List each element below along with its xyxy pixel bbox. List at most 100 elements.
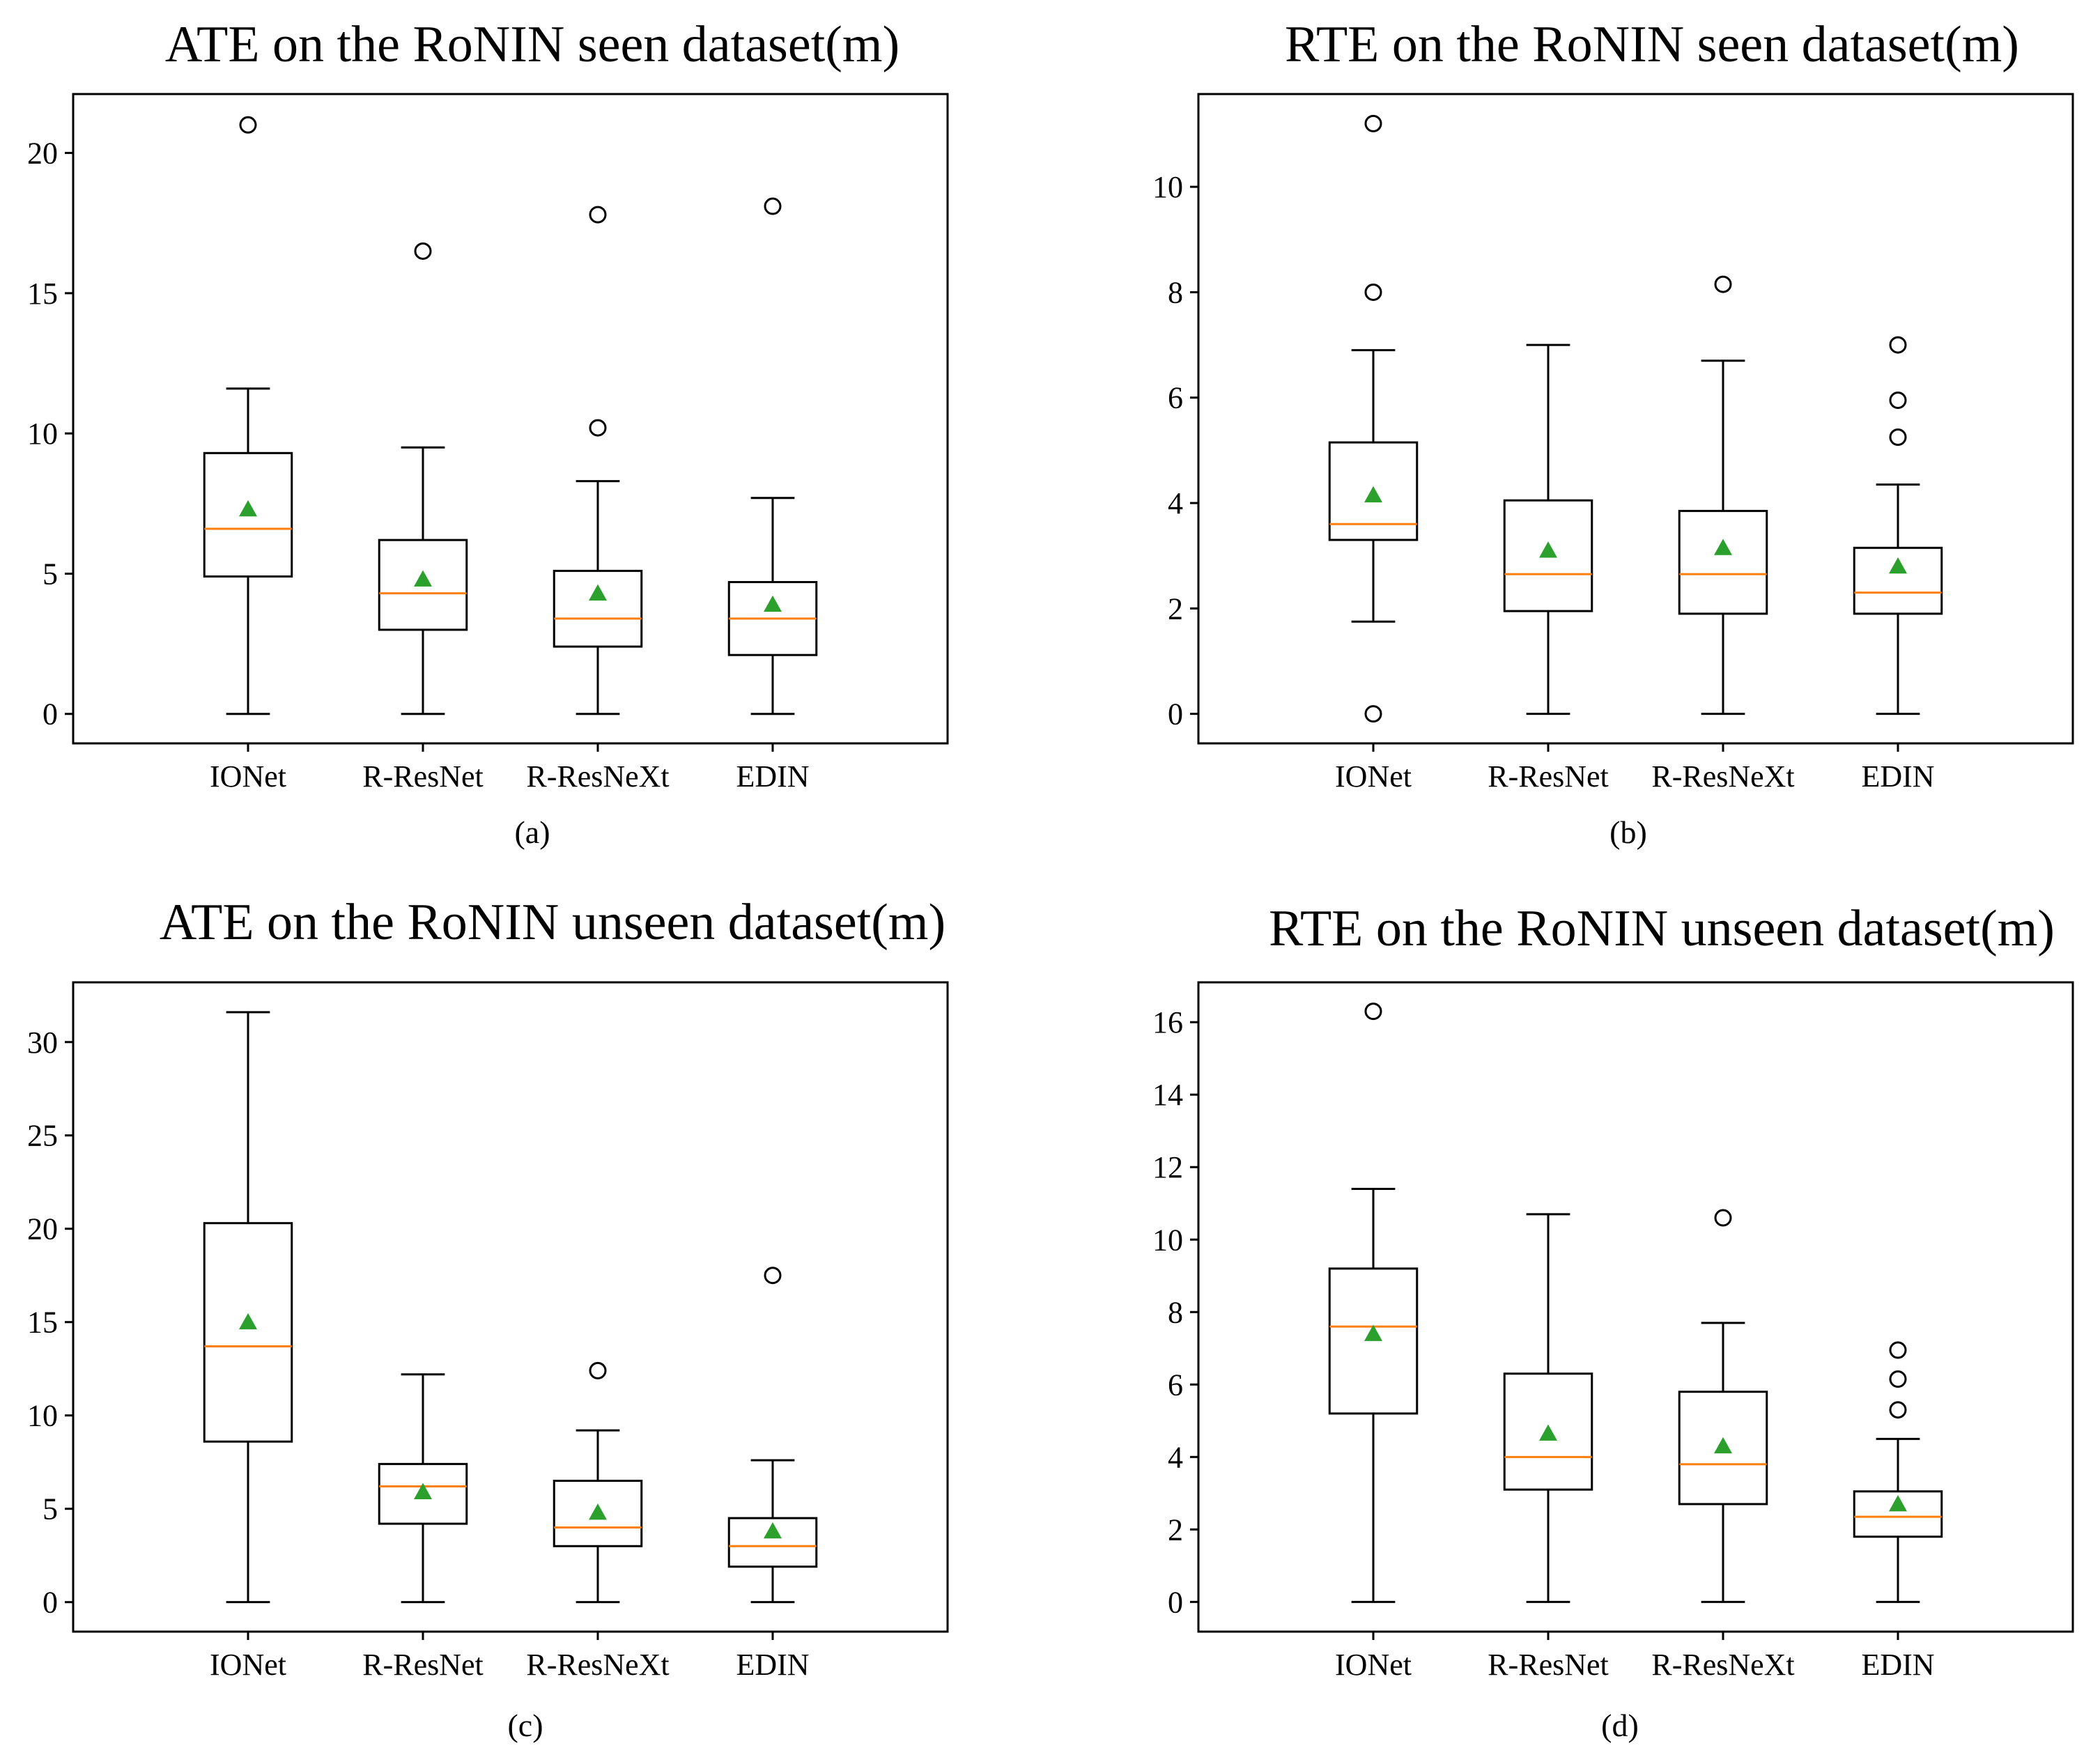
panel-c-title: ATE on the RoNIN unseen dataset(m) <box>160 894 945 951</box>
mean-marker <box>1889 557 1907 574</box>
panel-a-x-ticks: IONet R-ResNet R-ResNeXt EDIN <box>210 743 810 794</box>
panel-b-y-ticks: 0 2 4 6 8 10 <box>1152 170 1198 732</box>
panel-a-ytick-label: 20 <box>27 137 58 171</box>
panel-b-ytick-label: 0 <box>1168 697 1183 732</box>
panel-b-xtick-label: EDIN <box>1861 759 1934 794</box>
panel-a-box-1 <box>378 242 468 715</box>
mean-marker <box>589 584 607 601</box>
mean-marker <box>239 1313 257 1330</box>
panel-d-box-0 <box>1328 1003 1419 1603</box>
panel-d-ytick-label: 0 <box>1168 1585 1183 1619</box>
panel-c-label: (c) <box>507 1708 543 1743</box>
iqr-box <box>1328 441 1419 541</box>
iqr-box <box>553 1479 643 1547</box>
panel-a-box-0 <box>203 116 293 715</box>
iqr-box <box>553 569 643 648</box>
outlier-point <box>1889 1370 1907 1388</box>
iqr-box <box>1678 509 1768 615</box>
panel-c-ytick-label: 10 <box>27 1399 58 1433</box>
panel-b-xtick-label: IONet <box>1335 759 1412 794</box>
panel-b-box-0 <box>1328 114 1419 723</box>
outlier-point <box>1889 392 1907 410</box>
panel-b-ytick-label: 6 <box>1168 381 1183 415</box>
iqr-box <box>1853 546 1943 615</box>
iqr-box <box>1503 1372 1593 1491</box>
panel-a-ytick-label: 0 <box>43 697 58 732</box>
panel-d-xtick-label: R-ResNet <box>1488 1648 1609 1682</box>
panel-d-boxes <box>1328 1003 1943 1603</box>
panel-d-label: (d) <box>1601 1708 1639 1743</box>
panel-d-box-3 <box>1853 1341 1943 1603</box>
mean-marker <box>1714 1437 1732 1454</box>
iqr-box <box>1328 1267 1419 1415</box>
outlier-point <box>1889 428 1907 446</box>
outlier-point <box>1364 283 1382 301</box>
iqr-box <box>1503 499 1593 612</box>
outlier-point <box>1714 275 1732 293</box>
iqr-box <box>1853 1490 1943 1538</box>
panel-c-ytick-label: 25 <box>27 1119 58 1153</box>
panel-d-ytick-label: 2 <box>1168 1512 1183 1547</box>
panel-a-xtick-label: EDIN <box>736 759 809 794</box>
panel-a-box-2 <box>553 206 643 715</box>
outlier-point <box>589 1361 607 1379</box>
iqr-box <box>727 1517 818 1568</box>
panel-d-x-ticks: IONet R-ResNet R-ResNeXt EDIN <box>1335 1632 1935 1682</box>
panel-d-title: RTE on the RoNIN unseen dataset(m) <box>1269 900 2055 957</box>
mean-marker <box>239 500 257 517</box>
outlier-point <box>764 1267 782 1285</box>
outlier-point <box>764 197 782 215</box>
panel-b-title: RTE on the RoNIN seen dataset(m) <box>1285 16 2019 73</box>
panel-c-box-1 <box>378 1373 468 1604</box>
panel-a: ATE on the RoNIN seen dataset(m) 0 5 10 15 2… <box>27 16 949 850</box>
panel-d-ytick-label: 10 <box>1152 1223 1183 1257</box>
panel-d-y-ticks: 0 2 4 6 8 10 12 14 16 <box>1152 1005 1198 1619</box>
panel-c-ytick-label: 5 <box>43 1492 58 1526</box>
panel-c-ytick-label: 0 <box>43 1586 58 1620</box>
outlier-point <box>589 419 607 437</box>
panel-c-ytick-label: 15 <box>27 1306 58 1340</box>
iqr-box <box>203 1222 293 1443</box>
panel-c-axes-frame <box>72 981 949 1633</box>
panel-b-xtick-label: R-ResNet <box>1488 759 1609 794</box>
mean-marker <box>1889 1494 1907 1512</box>
panel-d-xtick-label: IONet <box>1335 1648 1412 1682</box>
mean-marker <box>1714 539 1732 555</box>
panel-b-ytick-label: 4 <box>1168 486 1183 520</box>
panel-c-xtick-label: EDIN <box>736 1648 809 1682</box>
panel-b-label: (b) <box>1609 814 1647 850</box>
panel-d-xtick-label: R-ResNeXt <box>1651 1648 1794 1682</box>
panel-b: RTE on the RoNIN seen dataset(m) 0 2 4 6 8 10… <box>1152 16 2074 850</box>
panel-a-ytick-label: 10 <box>27 417 58 451</box>
panel-a-label: (a) <box>514 814 550 850</box>
outlier-point <box>1889 336 1907 354</box>
panel-b-box-2 <box>1678 275 1768 715</box>
panel-a-title: ATE on the RoNIN seen dataset(m) <box>165 16 900 73</box>
mean-marker <box>1539 1424 1557 1441</box>
panel-d-ytick-label: 14 <box>1152 1078 1183 1112</box>
mean-marker <box>414 1483 432 1499</box>
mean-marker <box>1364 486 1382 503</box>
panel-d-ytick-label: 6 <box>1168 1368 1183 1402</box>
outlier-point <box>1714 1209 1732 1227</box>
panel-c-ytick-label: 30 <box>27 1026 58 1060</box>
panel-a-ytick-label: 15 <box>27 277 58 311</box>
panel-a-y-ticks: 0 5 10 15 20 <box>27 137 73 732</box>
panel-a-xtick-label: R-ResNet <box>362 759 484 794</box>
iqr-box <box>378 539 468 631</box>
panel-b-ytick-label: 2 <box>1168 591 1183 626</box>
panel-b-box-3 <box>1853 336 1943 715</box>
iqr-box <box>203 451 293 578</box>
panel-c-y-ticks: 0 5 10 15 20 25 30 <box>27 1026 73 1620</box>
mean-marker <box>1364 1324 1382 1341</box>
panel-a-xtick-label: R-ResNeXt <box>526 759 669 794</box>
mean-marker <box>1539 541 1557 558</box>
iqr-box <box>1678 1391 1768 1506</box>
iqr-box <box>378 1462 468 1525</box>
panel-a-xtick-label: IONet <box>210 759 286 794</box>
panel-a-axes-frame <box>72 93 949 745</box>
panel-c-box-0 <box>203 1011 293 1604</box>
outlier-point <box>239 116 257 134</box>
panel-d-box-1 <box>1503 1213 1593 1603</box>
